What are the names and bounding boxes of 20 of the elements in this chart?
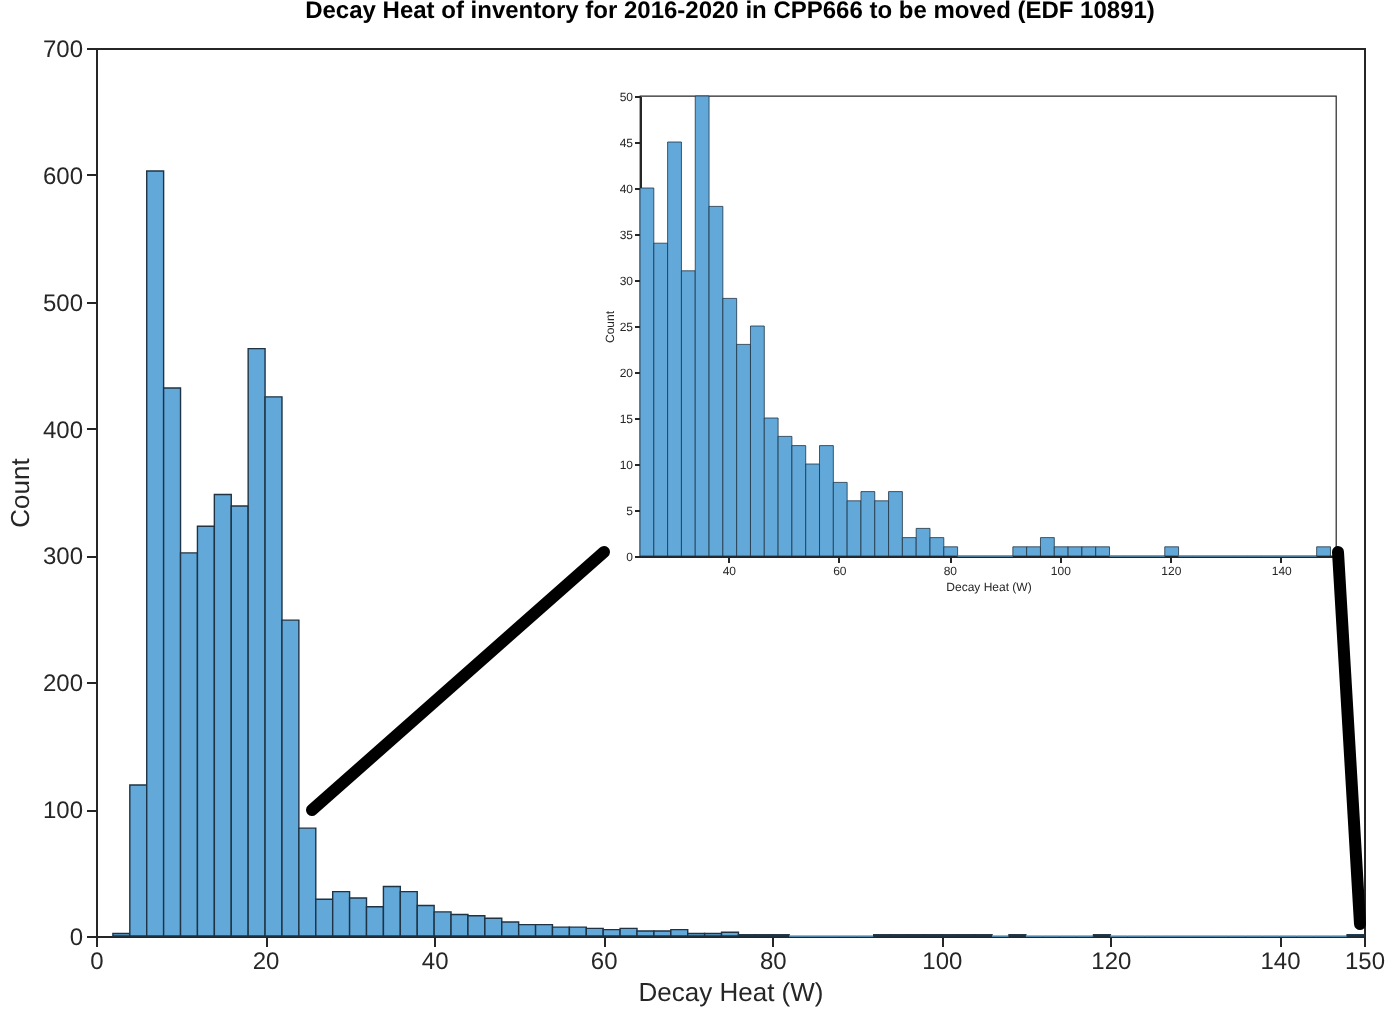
x-tick-label: 140 bbox=[1260, 947, 1302, 975]
x-tick-label: 0 bbox=[90, 947, 105, 975]
y-axis-title: Count bbox=[4, 457, 35, 528]
x-tick-label: 150 bbox=[1344, 947, 1386, 975]
x-tick-label: 80 bbox=[759, 947, 788, 975]
x-axis-title: Decay Heat (W) bbox=[638, 977, 824, 1007]
chart-title: Decay Heat of inventory for 2016-2020 in CPP666 to be moved (EDF 10891) bbox=[305, 0, 1155, 24]
y-tick-label: 400 bbox=[42, 415, 84, 444]
x-tick-label: 20 bbox=[252, 947, 281, 975]
y-tick-label: 500 bbox=[42, 288, 84, 317]
x-tick-label: 60 bbox=[590, 947, 619, 975]
y-tick-label: 300 bbox=[42, 542, 84, 571]
x-tick-label: 40 bbox=[421, 947, 450, 975]
x-tick-label: 120 bbox=[1091, 947, 1133, 975]
y-tick-label: 0 bbox=[69, 923, 84, 951]
y-tick-label: 600 bbox=[42, 161, 84, 190]
y-tick-label: 200 bbox=[42, 669, 84, 698]
y-tick-label: 100 bbox=[42, 796, 84, 825]
y-tick-label: 700 bbox=[42, 35, 84, 63]
x-tick-label: 100 bbox=[922, 947, 963, 975]
